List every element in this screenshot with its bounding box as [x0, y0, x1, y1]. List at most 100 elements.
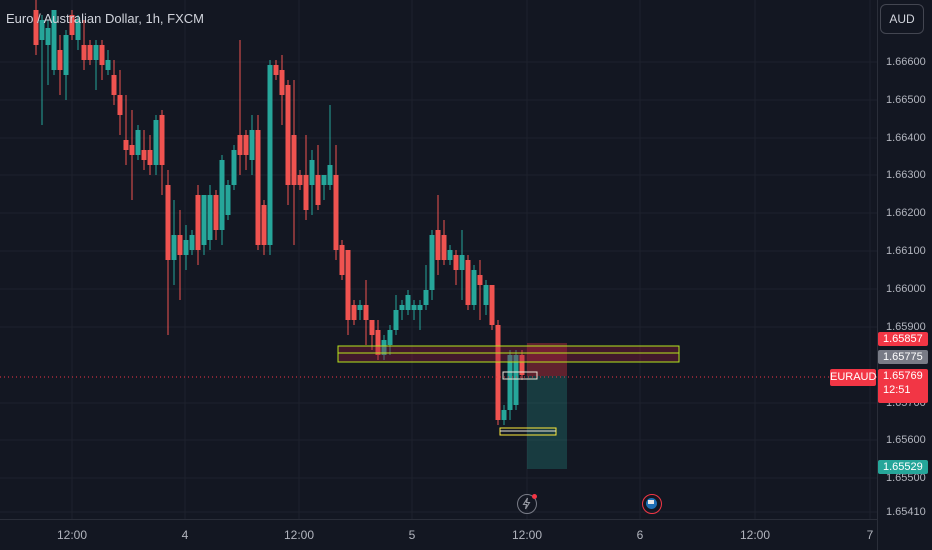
time-label: 5 — [408, 528, 416, 542]
symbol-badge[interactable]: EURAUD — [830, 369, 876, 386]
price-label: 1.66500 — [886, 94, 926, 106]
candle — [495, 320, 501, 425]
time-label: 12:00 — [739, 528, 771, 542]
candle — [99, 40, 105, 80]
candle — [321, 175, 327, 200]
candle — [519, 350, 525, 380]
price-label: 1.65410 — [886, 506, 926, 518]
candle — [387, 325, 393, 355]
candle — [63, 30, 69, 100]
candle — [135, 125, 141, 160]
candle — [513, 350, 519, 410]
stop-zone[interactable] — [527, 376, 567, 469]
candle — [81, 20, 87, 70]
candle — [117, 70, 123, 135]
candle — [315, 145, 321, 210]
candle — [249, 115, 255, 175]
candle — [207, 185, 213, 250]
candle — [51, 10, 57, 75]
candle — [459, 230, 465, 300]
time-label: 4 — [181, 528, 189, 542]
candle — [267, 60, 273, 255]
candle — [435, 195, 441, 275]
candle — [453, 250, 459, 285]
candles — [33, 0, 525, 425]
currency-button[interactable]: AUD — [880, 4, 924, 34]
candle — [159, 110, 165, 195]
candle — [93, 40, 99, 90]
chart-title: Euro / Australian Dollar, 1h, FXCM — [6, 11, 204, 26]
price-label: 1.66200 — [886, 207, 926, 219]
candle — [57, 35, 63, 95]
target-price-tag: 1.65857 — [878, 332, 928, 346]
candle — [483, 280, 489, 315]
candle — [279, 55, 285, 125]
candle — [87, 40, 93, 65]
candle — [147, 135, 153, 175]
candle — [75, 15, 81, 50]
candle — [291, 80, 297, 245]
zone-small-1[interactable] — [502, 371, 538, 380]
time-label: 12:00 — [283, 528, 315, 542]
candle — [333, 145, 339, 260]
candle — [429, 230, 435, 300]
candle — [39, 15, 45, 125]
time-label: 12:00 — [511, 528, 543, 542]
candle — [243, 130, 249, 170]
price-label: 1.66600 — [886, 56, 926, 68]
candle — [381, 335, 387, 360]
candle — [141, 130, 147, 170]
price-label: 1.66000 — [886, 283, 926, 295]
candle — [339, 240, 345, 280]
price-label: 1.65600 — [886, 434, 926, 446]
candle — [417, 300, 423, 330]
candle — [363, 280, 369, 345]
stop-price-tag: 1.65529 — [878, 460, 928, 474]
candle — [411, 300, 417, 320]
candle — [219, 155, 225, 245]
candle — [345, 250, 351, 335]
price-label: 1.65900 — [886, 321, 926, 333]
candle — [33, 0, 39, 55]
candle — [225, 180, 231, 220]
candle — [297, 170, 303, 190]
candle — [471, 265, 477, 310]
notification-dot — [532, 494, 537, 499]
candle — [237, 40, 243, 175]
candle — [45, 20, 51, 85]
candle — [441, 220, 447, 265]
candle — [165, 170, 171, 335]
flag-icon[interactable] — [642, 494, 662, 514]
time-label: 7 — [866, 528, 874, 542]
candle — [105, 50, 111, 75]
candle — [303, 135, 309, 220]
candle — [189, 230, 195, 255]
price-label: 1.66400 — [886, 132, 926, 144]
price-label: 1.66300 — [886, 169, 926, 181]
lightning-icon[interactable] — [517, 494, 537, 514]
supply-zone[interactable] — [337, 345, 680, 363]
target-zone[interactable] — [527, 343, 567, 376]
candle — [357, 300, 363, 320]
candle — [351, 300, 357, 325]
candle — [477, 260, 483, 320]
candle — [327, 105, 333, 190]
candle — [489, 285, 495, 330]
candle — [273, 60, 279, 80]
candle — [501, 405, 507, 425]
candle — [201, 195, 207, 255]
time-label: 12:00 — [56, 528, 88, 542]
mid-price-tag: 1.65775 — [878, 350, 928, 364]
candle — [261, 200, 267, 255]
candle — [69, 10, 75, 40]
candle — [177, 210, 183, 300]
candle — [285, 80, 291, 205]
candle — [111, 60, 117, 105]
candle — [123, 95, 129, 165]
candle — [153, 115, 159, 175]
last-price-tag: 1.65769 12:51 — [878, 369, 928, 403]
price-label: 1.65500 — [886, 472, 926, 484]
candle — [309, 150, 315, 215]
candle — [405, 290, 411, 315]
